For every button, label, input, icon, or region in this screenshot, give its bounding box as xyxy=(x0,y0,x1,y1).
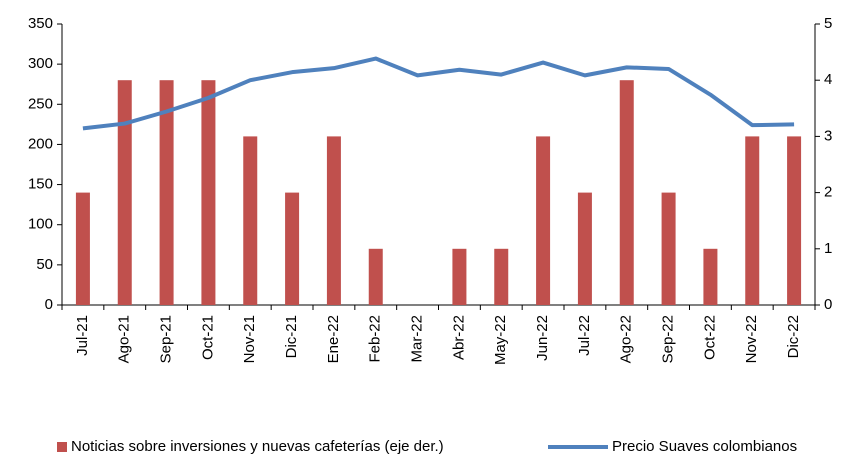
bar xyxy=(368,248,383,305)
bar xyxy=(661,192,676,305)
bar xyxy=(536,136,551,305)
y-tick-label: 250 xyxy=(28,95,53,112)
x-tick-label: Ene-22 xyxy=(325,315,342,363)
y2-tick-label: 0 xyxy=(824,296,832,313)
x-tick-label: Mar-22 xyxy=(409,315,426,363)
x-tick-label: Dic-21 xyxy=(283,315,300,358)
bar xyxy=(787,136,802,305)
bar xyxy=(619,80,634,305)
x-tick-label: Ago-22 xyxy=(618,315,635,363)
y-tick-label: 200 xyxy=(28,135,53,152)
y-tick-label: 100 xyxy=(28,216,53,233)
y2-tick-label: 5 xyxy=(824,15,832,32)
x-tick-label: Oct-21 xyxy=(199,315,216,360)
x-tick-label: Sep-22 xyxy=(660,315,677,363)
bar xyxy=(285,192,300,305)
x-tick-label: Nov-21 xyxy=(241,315,258,363)
x-tick-label: Feb-22 xyxy=(367,315,384,363)
bar xyxy=(745,136,760,305)
bar xyxy=(159,80,174,305)
bar xyxy=(75,192,90,305)
bar xyxy=(243,136,258,305)
x-tick-label: Ago-21 xyxy=(116,315,133,363)
x-tick-label: Jun-22 xyxy=(534,315,551,361)
legend-label: Precio Suaves colombianos xyxy=(612,438,797,455)
x-tick-label: Nov-22 xyxy=(743,315,760,363)
x-tick-label: May-22 xyxy=(492,315,509,365)
x-tick-label: Oct-22 xyxy=(701,315,718,360)
x-tick-label: Sep-21 xyxy=(158,315,175,363)
y2-tick-label: 2 xyxy=(824,184,832,201)
y-tick-label: 50 xyxy=(36,256,53,273)
bar xyxy=(326,136,341,305)
legend-label: Noticias sobre inversiones y nuevas cafe… xyxy=(71,438,444,455)
y-tick-label: 150 xyxy=(28,176,53,193)
bar xyxy=(703,248,718,305)
bar xyxy=(577,192,592,305)
x-tick-label: Abr-22 xyxy=(450,315,467,360)
y2-tick-label: 4 xyxy=(824,71,832,88)
bar xyxy=(117,80,132,305)
x-tick-label: Jul-22 xyxy=(576,315,593,356)
x-tick-label: Dic-22 xyxy=(785,315,802,358)
x-tick-label: Jul-21 xyxy=(74,315,91,356)
bar xyxy=(452,248,467,305)
line xyxy=(82,56,795,131)
y-tick-label: 350 xyxy=(28,15,53,32)
y2-tick-label: 3 xyxy=(824,127,832,144)
bar xyxy=(494,248,509,305)
legend-swatch xyxy=(57,442,67,452)
y-tick-label: 300 xyxy=(28,55,53,72)
y-tick-label: 0 xyxy=(45,296,53,313)
bar xyxy=(201,80,216,305)
y2-tick-label: 1 xyxy=(824,240,832,257)
